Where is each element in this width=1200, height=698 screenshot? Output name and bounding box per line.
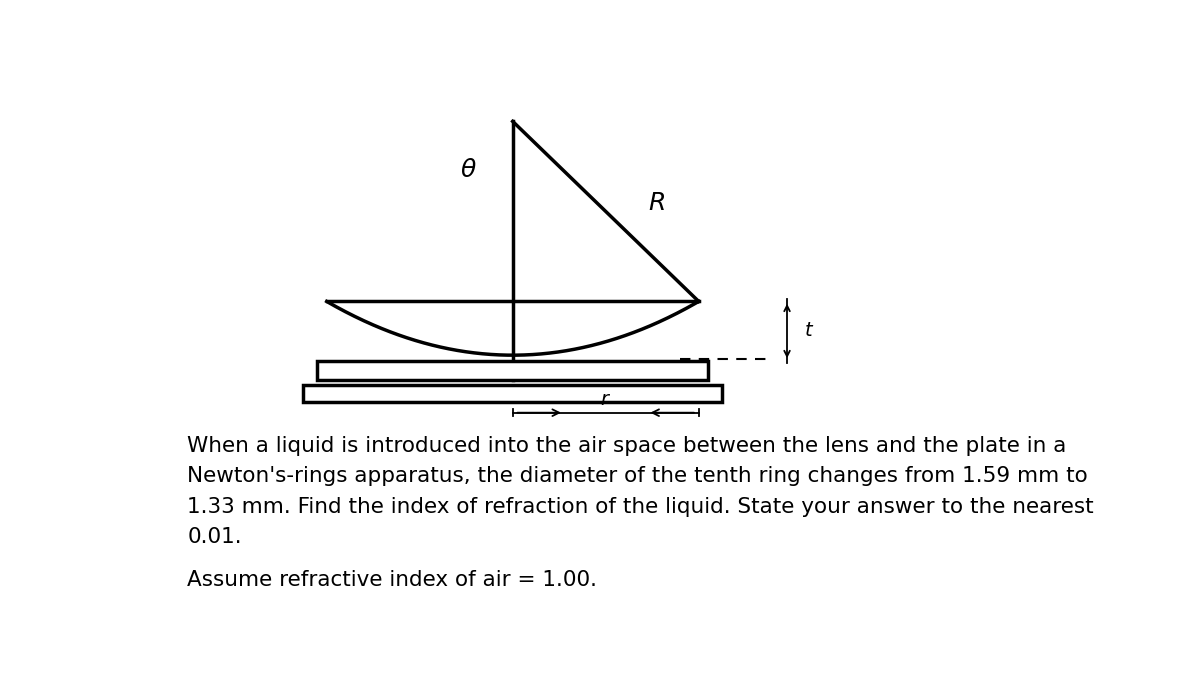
Text: Assume refractive index of air = 1.00.: Assume refractive index of air = 1.00.: [187, 570, 598, 591]
Bar: [304, 385, 722, 402]
Bar: [317, 361, 708, 380]
Text: When a liquid is introduced into the air space between the lens and the plate in: When a liquid is introduced into the air…: [187, 436, 1094, 547]
Text: $t$: $t$: [804, 322, 814, 341]
Text: $R$: $R$: [648, 191, 665, 216]
Text: $\theta$: $\theta$: [460, 158, 476, 181]
Text: $r$: $r$: [600, 390, 611, 410]
